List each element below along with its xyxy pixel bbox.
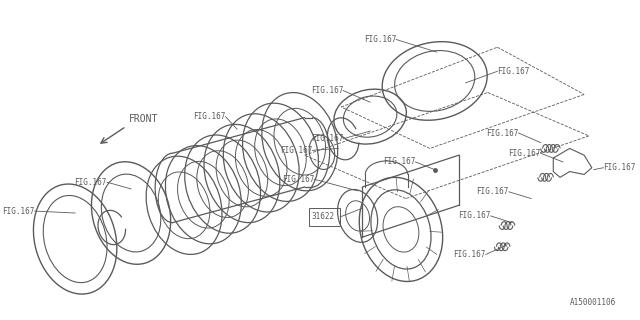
Text: FIG.167: FIG.167 xyxy=(453,250,486,259)
Text: FIG.167: FIG.167 xyxy=(364,35,396,44)
Text: FIG.167: FIG.167 xyxy=(193,112,225,121)
Text: FIG.167: FIG.167 xyxy=(3,207,35,216)
Text: FIG.167: FIG.167 xyxy=(383,157,415,166)
Text: FIG.167: FIG.167 xyxy=(497,67,530,76)
Text: FIG.167: FIG.167 xyxy=(75,178,107,187)
Text: FIG.167: FIG.167 xyxy=(604,163,636,172)
Text: 31622: 31622 xyxy=(311,212,335,221)
Text: FIG.167: FIG.167 xyxy=(282,175,314,184)
Text: FRONT: FRONT xyxy=(129,114,159,124)
Bar xyxy=(309,208,340,226)
Text: FIG.167: FIG.167 xyxy=(477,187,509,196)
Text: FIG.167: FIG.167 xyxy=(486,129,518,138)
Text: FIG.167: FIG.167 xyxy=(508,149,541,158)
Text: A150001106: A150001106 xyxy=(570,298,616,307)
Text: FIG.167: FIG.167 xyxy=(280,146,312,155)
Text: FIG.167: FIG.167 xyxy=(311,134,343,143)
Text: FIG.167: FIG.167 xyxy=(311,86,343,95)
Text: FIG.167: FIG.167 xyxy=(458,212,491,220)
